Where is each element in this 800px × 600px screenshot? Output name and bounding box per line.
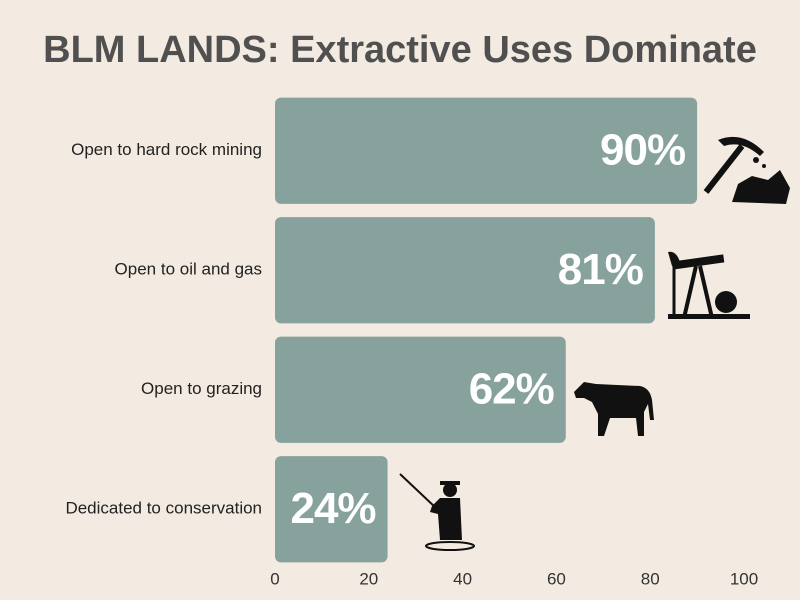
y-tick-label: Dedicated to conservation	[65, 499, 262, 518]
oil-pump-icon	[668, 251, 750, 319]
pickaxe-icon	[703, 136, 790, 204]
x-tick-label: 80	[641, 569, 660, 588]
value-label: 81%	[558, 245, 643, 294]
bar	[275, 456, 388, 563]
cow-icon	[574, 382, 654, 436]
fisherman-icon	[399, 473, 475, 551]
bar	[275, 217, 655, 324]
x-tick-label: 20	[359, 569, 378, 588]
x-tick-label: 60	[547, 569, 566, 588]
value-label: 62%	[469, 364, 554, 413]
chart-title: BLM LANDS: Extractive Uses Dominate	[43, 29, 757, 71]
y-tick-label: Open to hard rock mining	[71, 140, 262, 159]
x-tick-label: 40	[453, 569, 472, 588]
y-tick-label: Open to grazing	[141, 379, 262, 398]
value-label: 90%	[600, 125, 685, 174]
bar	[275, 97, 698, 204]
bar	[275, 336, 566, 443]
x-tick-label: 100	[730, 569, 758, 588]
x-tick-label: 0	[270, 569, 279, 588]
y-tick-label: Open to oil and gas	[115, 260, 262, 279]
value-label: 24%	[290, 484, 375, 533]
